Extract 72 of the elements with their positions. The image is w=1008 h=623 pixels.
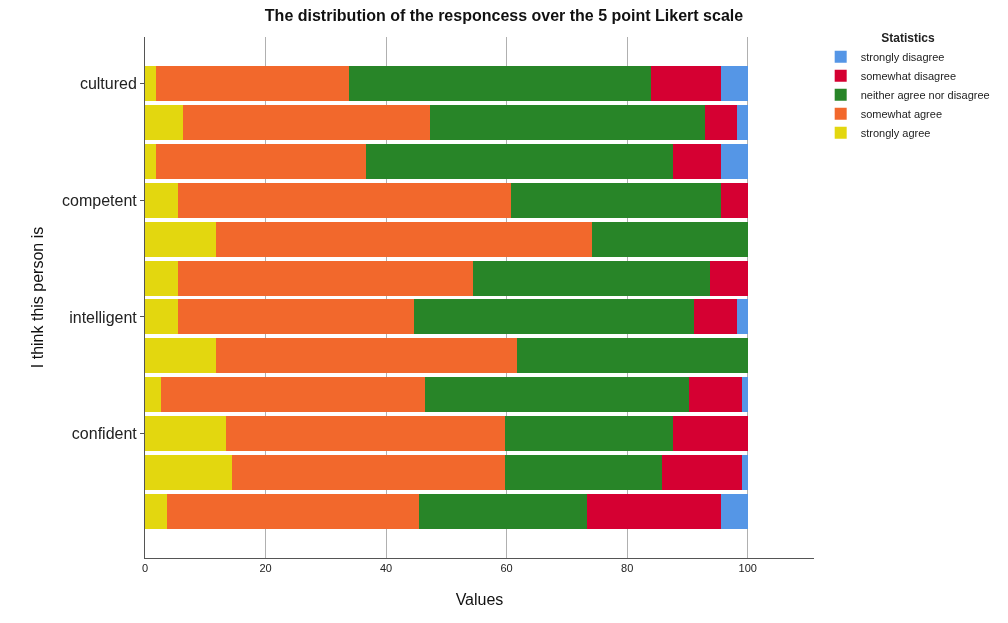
bar	[231, 454, 506, 490]
bar	[215, 338, 517, 374]
bar	[694, 299, 737, 335]
bar	[721, 182, 748, 218]
y-axis-title: I think this person is	[28, 226, 46, 369]
bar	[430, 105, 705, 141]
bar	[689, 377, 743, 413]
x-axis-title: Values	[455, 590, 504, 608]
y-tick-label: intelligent	[69, 308, 138, 326]
y-tick-label: cultured	[79, 75, 137, 93]
bar	[145, 105, 183, 141]
bar	[592, 221, 748, 257]
legend-title: Statistics	[881, 31, 936, 46]
bar	[742, 454, 748, 490]
bar	[161, 377, 425, 413]
bar	[720, 66, 748, 102]
bar	[215, 221, 593, 257]
bar	[145, 454, 232, 490]
bar	[651, 66, 721, 102]
bar	[155, 143, 367, 179]
bar	[710, 260, 748, 296]
y-tick-label: competent	[62, 191, 138, 209]
bar	[145, 299, 178, 335]
bar	[736, 299, 748, 335]
legend-label: strongly disagree	[860, 50, 945, 63]
bar	[413, 299, 695, 335]
bar	[720, 143, 748, 179]
y-tick-label: confident	[71, 425, 138, 443]
legend-label: somewhat agree	[860, 107, 943, 120]
bar	[182, 105, 431, 141]
bar	[511, 182, 722, 218]
legend-label: strongly agree	[860, 126, 931, 139]
bar	[145, 377, 162, 413]
bar	[145, 493, 167, 529]
x-tick-label: 60	[500, 562, 513, 575]
bar	[672, 143, 721, 179]
bar	[177, 260, 474, 296]
chart-title: The distribution of the responcess over the 5 point Likert scale	[264, 6, 744, 24]
x-tick-label: 20	[259, 562, 272, 575]
bar	[225, 416, 506, 452]
bar	[366, 143, 673, 179]
bar	[177, 299, 414, 335]
bar	[505, 416, 673, 452]
x-tick-label: 80	[621, 562, 634, 575]
bar	[155, 66, 350, 102]
bar	[586, 493, 721, 529]
bar	[516, 338, 748, 374]
bar	[166, 493, 420, 529]
bar	[145, 416, 226, 452]
bar	[349, 66, 652, 102]
bar	[145, 338, 216, 374]
bar	[145, 66, 156, 102]
bar	[419, 493, 587, 529]
bar	[737, 105, 748, 141]
bar	[672, 416, 748, 452]
bar	[662, 454, 743, 490]
bar	[145, 221, 216, 257]
x-tick-label: 40	[379, 562, 393, 575]
bar	[145, 260, 178, 296]
bar	[505, 454, 663, 490]
x-tick-label: 100	[738, 562, 757, 575]
bar	[720, 493, 748, 529]
bar	[177, 182, 512, 218]
bar	[473, 260, 711, 296]
x-tick-label: 0	[141, 562, 149, 575]
bar	[704, 105, 738, 141]
bar	[145, 182, 178, 218]
bar	[145, 143, 156, 179]
bar	[742, 377, 748, 413]
bar	[424, 377, 690, 413]
legend-label: neither agree nor disagree	[860, 88, 990, 101]
legend-label: somewhat disagree	[860, 69, 957, 82]
